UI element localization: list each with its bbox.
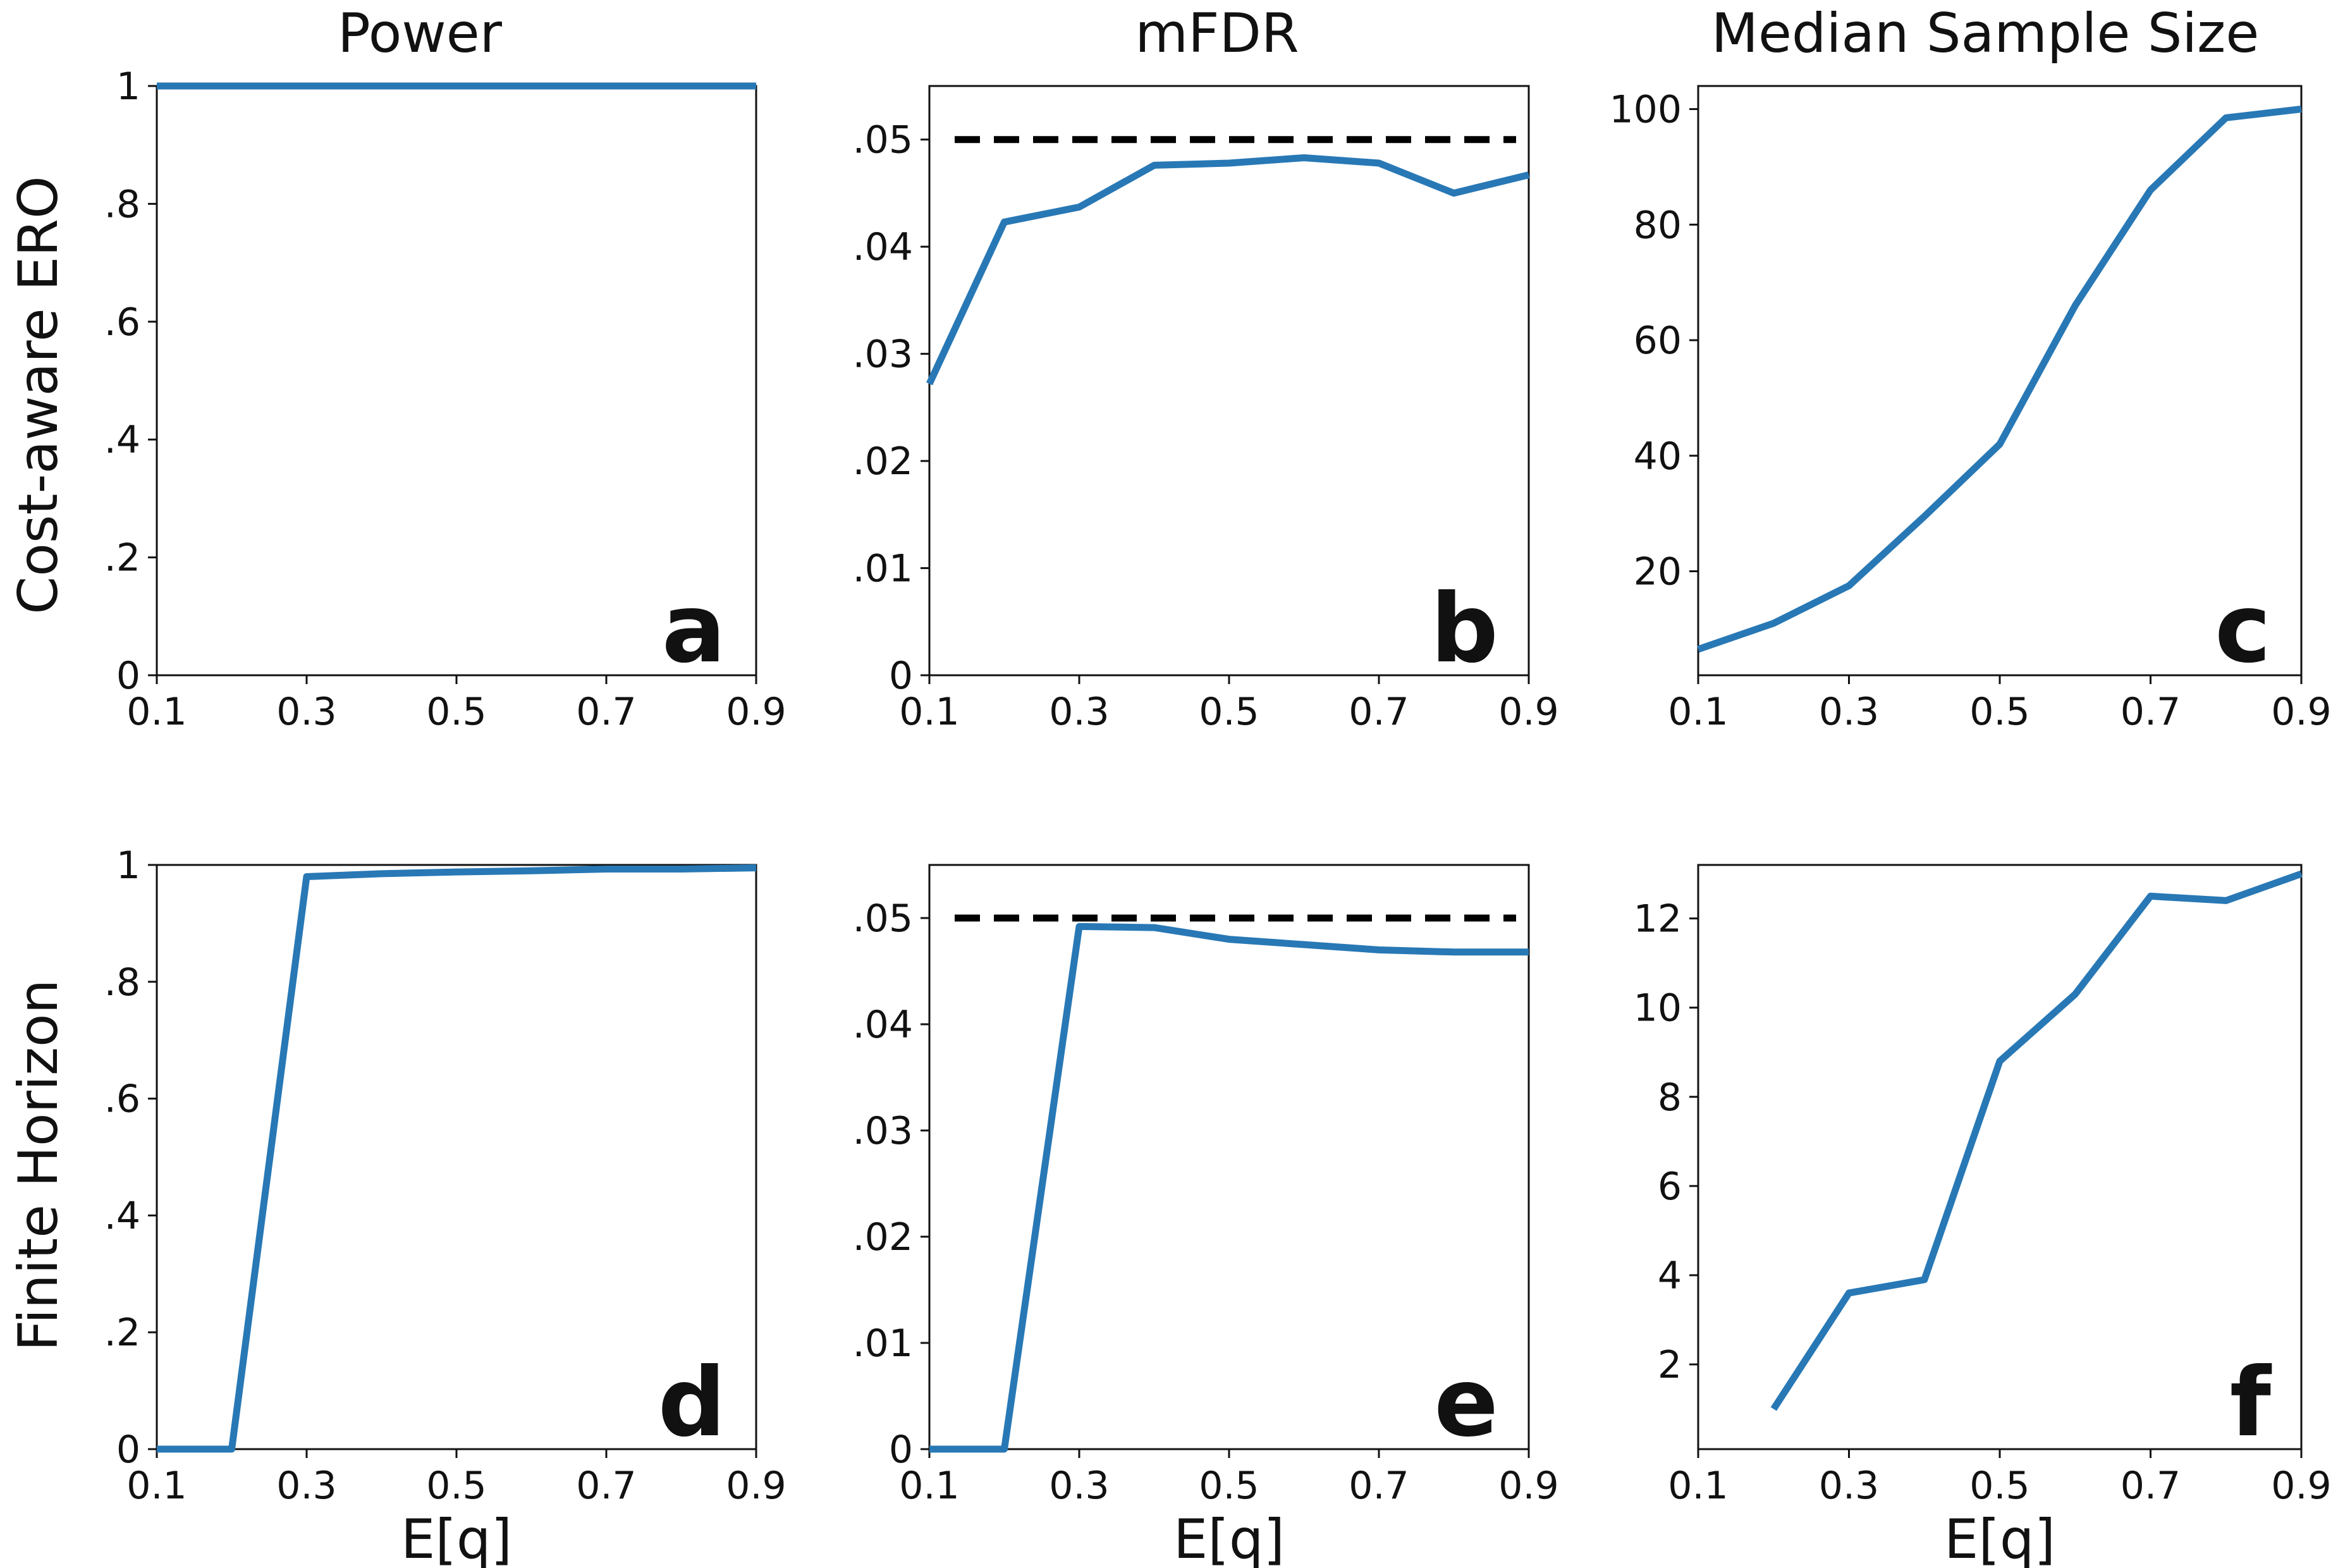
y-tick-label: 10 (1634, 986, 1682, 1031)
y-tick-label: .03 (853, 333, 913, 377)
x-tick-label: 0.3 (1049, 690, 1109, 734)
row-label-cost-aware-ero: Cost-aware ERO (7, 176, 70, 614)
x-tick-label: 0.9 (2271, 1464, 2331, 1508)
y-tick-label: .6 (104, 1077, 140, 1122)
panel-letter: c (2215, 574, 2271, 684)
y-tick-label: .02 (853, 1215, 913, 1259)
y-tick-label: 6 (1658, 1165, 1682, 1209)
x-tick-label: 0.7 (2121, 690, 2181, 734)
x-tick-label: 0.9 (1498, 1464, 1558, 1508)
x-tick-label: 0.5 (1969, 690, 2029, 734)
y-tick-label: 0 (116, 654, 140, 698)
y-tick-label: 4 (1658, 1254, 1682, 1298)
panel-letter: a (662, 574, 726, 684)
x-tick-label: 0.3 (276, 1464, 336, 1508)
y-tick-label: .6 (104, 300, 140, 345)
x-axis-label: E[q] (401, 1508, 512, 1568)
x-tick-label: 0.5 (426, 690, 486, 734)
x-tick-label: 0.7 (576, 690, 636, 734)
x-tick-label: 0.3 (1819, 1464, 1879, 1508)
panel-letter: e (1434, 1348, 1498, 1458)
panel-c: 0.1 0.3 0.5 0.7 0.9 20 40 60 80 100 c (1609, 85, 2332, 734)
x-tick-label: 0.1 (1668, 690, 1728, 734)
x-tick-label: 0.5 (1199, 1464, 1259, 1508)
x-tick-label: 0.3 (1819, 690, 1879, 734)
panel-letter: b (1431, 574, 1498, 684)
y-tick-label: .01 (853, 1321, 913, 1366)
panel-f: 0.1 0.3 0.5 0.7 0.9 2 4 6 8 10 12 f E[q] (1634, 864, 2332, 1568)
series-line (926, 154, 1530, 386)
series-line (1770, 870, 2303, 1411)
y-tick-label: 0 (889, 654, 913, 698)
x-axis-label: E[q] (1944, 1508, 2055, 1568)
x-tick-label: 0.9 (726, 1464, 786, 1508)
y-tick-label: 2 (1658, 1343, 1682, 1387)
x-tick-label: 0.9 (726, 690, 786, 734)
y-tick-label: 40 (1634, 434, 1682, 479)
y-tick-label: 20 (1634, 550, 1682, 594)
y-tick-label: .05 (853, 118, 913, 162)
y-tick-label: .8 (104, 182, 140, 226)
panel-frame (1697, 864, 2303, 1450)
y-tick-label: 0 (889, 1428, 913, 1472)
x-tick-label: 0.5 (1199, 690, 1259, 734)
y-tick-label: 1 (116, 843, 140, 888)
x-tick-label: 0.7 (576, 1464, 636, 1508)
panel-b: 0.1 0.3 0.5 0.7 0.9 0 .01 .02 .03 .04 .05 b (853, 85, 1559, 734)
x-tick-label: 0.1 (1668, 1464, 1728, 1508)
x-axis-label: E[q] (1173, 1508, 1285, 1568)
y-tick-label: .05 (853, 897, 913, 941)
y-tick-label: 12 (1634, 897, 1682, 941)
panel-e: 0.1 0.3 0.5 0.7 0.9 0 .01 .02 .03 .04 .05 e E[q] (853, 864, 1559, 1568)
x-tick-label: 0.5 (1969, 1464, 2029, 1508)
x-tick-label: 0.1 (126, 1464, 187, 1508)
x-tick-label: 0.9 (2271, 690, 2331, 734)
y-tick-label: .4 (104, 418, 140, 462)
y-tick-label: .02 (853, 439, 913, 484)
x-tick-label: 0.5 (426, 1464, 486, 1508)
y-tick-label: 8 (1658, 1075, 1682, 1120)
y-tick-label: .2 (104, 536, 140, 580)
y-tick-label: .03 (853, 1109, 913, 1153)
column-title-median-sample-size: Median Sample Size (1711, 2, 2259, 65)
column-title-power: Power (338, 2, 503, 65)
row-label-finite-horizon: Finite Horizon (7, 979, 70, 1351)
x-tick-label: 0.1 (899, 690, 959, 734)
x-tick-label: 0.7 (1349, 690, 1409, 734)
x-tick-label: 0.9 (1498, 690, 1558, 734)
y-tick-label: 60 (1634, 319, 1682, 363)
panel-a: 0.1 0.3 0.5 0.7 0.9 0 .2 .4 .6 .8 1 a (104, 64, 786, 734)
panel-letter: f (2230, 1348, 2272, 1458)
y-tick-label: 100 (1609, 88, 1682, 132)
x-tick-label: 0.7 (2121, 1464, 2181, 1508)
y-tick-label: .2 (104, 1311, 140, 1355)
panel-d: 0.1 0.3 0.5 0.7 0.9 0 .2 .4 .6 .8 1 d E[q] (104, 843, 786, 1568)
y-tick-label: .04 (853, 1003, 913, 1047)
column-title-mfdr: mFDR (1135, 2, 1299, 65)
panel-frame (1697, 85, 2303, 677)
x-tick-label: 0.7 (1349, 1464, 1409, 1508)
y-tick-label: .01 (853, 547, 913, 591)
y-tick-label: .4 (104, 1194, 140, 1238)
y-tick-label: 0 (116, 1428, 140, 1472)
y-tick-label: .04 (853, 225, 913, 269)
panel-letter: d (658, 1348, 726, 1458)
series-line (1697, 106, 2302, 653)
x-tick-label: 0.3 (276, 690, 336, 734)
x-tick-label: 0.1 (126, 690, 187, 734)
y-tick-label: 1 (116, 64, 140, 109)
y-tick-label: 80 (1634, 203, 1682, 247)
x-tick-label: 0.3 (1049, 1464, 1109, 1508)
y-tick-label: .8 (104, 960, 140, 1005)
x-tick-label: 0.1 (899, 1464, 959, 1508)
